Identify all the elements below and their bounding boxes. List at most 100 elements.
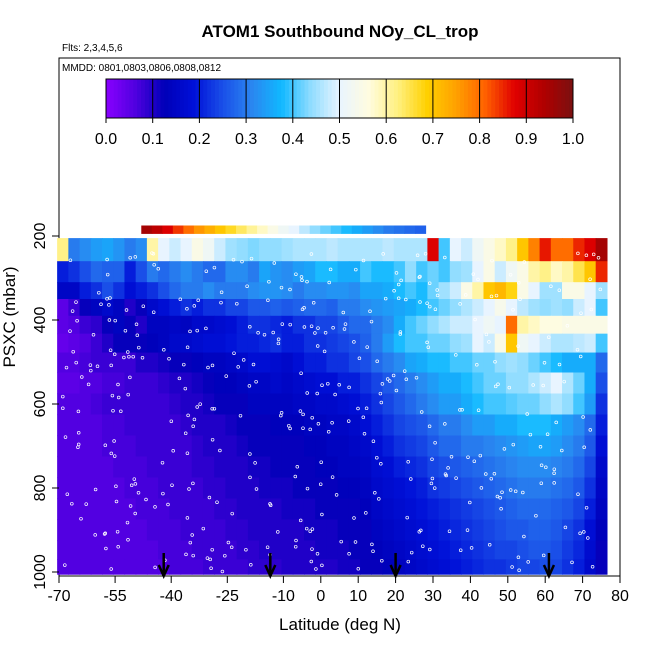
sample-point xyxy=(74,300,78,304)
heatmap-cell xyxy=(68,540,81,560)
heatmap-cell xyxy=(247,414,260,437)
sample-point xyxy=(300,307,305,311)
heatmap-cell xyxy=(191,435,204,458)
sample-point xyxy=(379,462,383,466)
sample-point xyxy=(108,348,113,352)
heatmap-cell xyxy=(337,261,350,283)
sample-point xyxy=(484,332,489,337)
colorbar-segment xyxy=(534,79,539,118)
heatmap-cell xyxy=(562,477,574,500)
sample-point xyxy=(294,538,298,543)
heatmap-cell xyxy=(539,299,552,317)
heatmap-cell xyxy=(573,414,586,437)
heatmap-cell xyxy=(158,393,170,416)
heatmap-cell xyxy=(438,559,451,575)
heatmap-cell xyxy=(225,393,238,416)
sample-point xyxy=(463,293,468,297)
heatmap-cell xyxy=(371,333,384,354)
heatmap-cell xyxy=(550,456,563,479)
heatmap-cell xyxy=(292,477,305,500)
heatmap-cell xyxy=(371,282,384,300)
colorbar-segment xyxy=(249,79,255,118)
colorbar-segment xyxy=(121,79,126,118)
sample-point xyxy=(272,261,277,265)
heatmap-cell xyxy=(326,299,339,317)
heatmap-cell xyxy=(281,238,294,262)
sample-point xyxy=(368,309,372,314)
heatmap-cell xyxy=(270,393,283,416)
sample-point xyxy=(236,365,240,369)
heatmap-cell xyxy=(483,477,496,500)
heatmap-cell xyxy=(259,299,271,317)
heatmap-cell xyxy=(158,414,170,437)
heatmap-cell xyxy=(393,299,406,317)
heatmap-cell xyxy=(202,282,215,300)
heatmap-cell xyxy=(483,315,496,335)
sample-point xyxy=(490,258,494,263)
sample-point xyxy=(396,282,401,287)
x-tick-label: 60 xyxy=(536,588,554,605)
heatmap-cell xyxy=(225,519,238,542)
heatmap-cell xyxy=(315,315,328,335)
sample-point xyxy=(427,281,432,285)
sample-point xyxy=(418,300,422,304)
colorbar-segment xyxy=(304,79,309,118)
heatmap-cell xyxy=(573,393,586,416)
heatmap-cell xyxy=(337,372,350,395)
heatmap-cell xyxy=(483,261,496,283)
sample-point xyxy=(541,383,545,388)
heatmap-cell xyxy=(595,238,608,262)
heatmap-cell xyxy=(416,393,428,416)
heatmap-cell xyxy=(169,540,182,560)
sample-point xyxy=(245,284,249,288)
colorbar-segment xyxy=(366,79,372,118)
heatmap-cell xyxy=(124,477,137,500)
heatmap-cell xyxy=(562,435,574,458)
heatmap-cell xyxy=(427,261,440,283)
sample-point xyxy=(103,531,108,536)
heatmap-cell xyxy=(528,498,541,521)
sample-point xyxy=(133,511,137,516)
heatmap-cell xyxy=(135,261,148,283)
heatmap-cell xyxy=(449,333,462,354)
sample-point xyxy=(473,317,477,322)
sample-point xyxy=(538,445,543,449)
heatmap-cell xyxy=(292,333,305,354)
heatmap-cell xyxy=(562,282,574,300)
flights-label: Flts: 2,3,4,5,6 xyxy=(62,43,123,54)
heatmap-cell xyxy=(57,372,69,395)
heatmap-cell xyxy=(371,299,384,317)
sample-point xyxy=(375,359,379,364)
sample-point xyxy=(293,544,298,549)
heatmap-cell xyxy=(371,315,384,335)
colorbar-segment xyxy=(183,79,189,118)
sample-point xyxy=(428,304,432,309)
heatmap-cell xyxy=(236,519,249,542)
heatmap-cell xyxy=(573,238,586,262)
chart-title: ATOM1 Southbound NOy_CL_trop xyxy=(201,22,478,41)
x-axis: -70 -55 -40 -25 -10 0 10 20 30 40 50 60 70 80 xyxy=(47,576,629,605)
sample-point xyxy=(166,502,170,507)
heatmap-cell xyxy=(303,519,316,542)
heatmap-cell xyxy=(326,435,339,458)
sample-point xyxy=(476,408,481,412)
sample-point xyxy=(404,297,408,302)
heatmap-cell xyxy=(236,498,249,521)
colorbar-segment xyxy=(355,79,360,118)
heatmap-cell xyxy=(573,315,586,335)
heatmap-cell xyxy=(584,540,597,560)
colorbar-tick-label: 0.8 xyxy=(468,131,490,148)
heatmap-cell xyxy=(539,333,552,354)
heatmap-cell xyxy=(191,456,204,479)
colorbar-segment xyxy=(335,79,340,118)
heatmap-cell xyxy=(102,372,114,395)
heatmap-cell xyxy=(281,315,294,335)
sample-point xyxy=(398,332,403,336)
sample-point xyxy=(103,443,108,448)
sample-point xyxy=(458,302,462,306)
heatmap-cell xyxy=(483,299,496,317)
colorbar-segment xyxy=(312,79,317,118)
sample-point xyxy=(124,308,129,312)
heatmap-cell xyxy=(371,372,384,395)
heatmap-cell xyxy=(214,559,227,575)
